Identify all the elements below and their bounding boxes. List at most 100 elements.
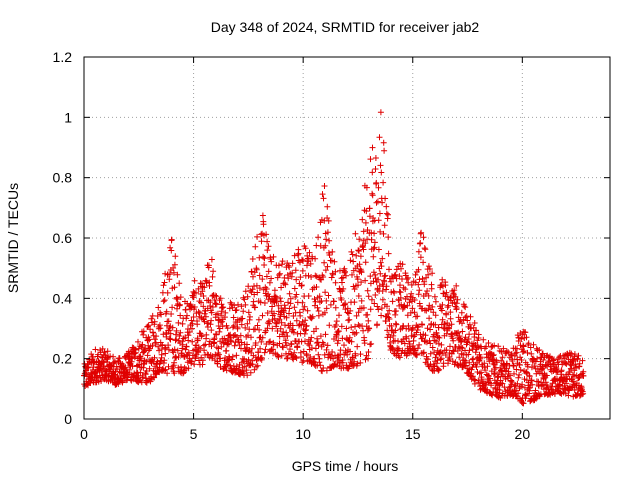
- data-point: [170, 349, 177, 356]
- data-point: [323, 297, 330, 304]
- data-point: [543, 372, 550, 379]
- data-point: [430, 362, 437, 369]
- data-point: [116, 355, 123, 362]
- data-point: [381, 273, 388, 280]
- data-point: [250, 273, 256, 280]
- data-point: [299, 299, 306, 306]
- data-point: [369, 190, 376, 197]
- data-point: [256, 272, 263, 279]
- data-point: [249, 361, 256, 368]
- data-point: [317, 333, 324, 340]
- data-point: [380, 230, 387, 237]
- data-point: [203, 331, 210, 338]
- data-point: [398, 265, 404, 272]
- data-point: [275, 354, 282, 360]
- data-point: [369, 144, 376, 151]
- data-point: [203, 278, 210, 285]
- data-point: [291, 252, 298, 259]
- data-point: [505, 368, 512, 375]
- data-point: [299, 256, 305, 263]
- data-point: [186, 350, 192, 357]
- data-point: [163, 308, 170, 315]
- data-point: [280, 307, 287, 314]
- data-point: [145, 322, 152, 329]
- data-point: [507, 372, 513, 379]
- data-point: [516, 371, 523, 378]
- data-point: [183, 343, 190, 350]
- data-point: [191, 304, 198, 310]
- data-point: [176, 333, 183, 339]
- data-point: [392, 320, 399, 327]
- data-point: [229, 353, 236, 360]
- data-point: [300, 357, 307, 364]
- data-point: [540, 365, 547, 372]
- data-point: [363, 208, 370, 215]
- data-point: [290, 313, 297, 319]
- data-point: [461, 303, 468, 310]
- data-point: [140, 328, 147, 335]
- data-point: [435, 367, 442, 374]
- data-point: [439, 301, 446, 308]
- data-point: [356, 248, 362, 254]
- data-point: [426, 315, 433, 322]
- data-point: [421, 245, 428, 252]
- data-point: [393, 308, 399, 314]
- data-point: [443, 347, 450, 354]
- data-point: [370, 278, 377, 285]
- data-point: [276, 340, 283, 347]
- data-point: [568, 362, 575, 369]
- data-point: [371, 300, 378, 307]
- data-point: [434, 357, 441, 364]
- data-point: [183, 315, 190, 322]
- data-point: [307, 354, 314, 360]
- data-point: [352, 352, 359, 359]
- data-point: [351, 299, 358, 306]
- data-point: [466, 347, 473, 354]
- data-point: [510, 362, 517, 369]
- data-point: [350, 283, 357, 290]
- data-point: [207, 321, 214, 328]
- data-point: [274, 274, 281, 281]
- data-point: [438, 341, 445, 348]
- data-point: [160, 298, 167, 305]
- data-point: [263, 286, 270, 292]
- data-point: [285, 275, 292, 282]
- data-point: [429, 270, 436, 277]
- data-point: [171, 346, 178, 353]
- data-point: [408, 290, 415, 297]
- data-point: [519, 349, 526, 355]
- data-point: [201, 347, 208, 354]
- data-point: [211, 335, 218, 342]
- data-point: [322, 331, 329, 338]
- data-point: [233, 352, 240, 359]
- data-point: [388, 278, 394, 285]
- data-point: [104, 348, 111, 355]
- data-point: [575, 352, 582, 359]
- data-point: [495, 343, 502, 350]
- data-point: [536, 347, 543, 353]
- data-point: [515, 390, 522, 397]
- data-point: [550, 357, 556, 364]
- data-point: [212, 300, 219, 307]
- data-point: [396, 354, 403, 361]
- data-point: [384, 303, 390, 310]
- data-point: [369, 192, 376, 199]
- data-point: [277, 295, 284, 302]
- data-point: [262, 346, 269, 353]
- data-point: [520, 348, 527, 354]
- data-point: [385, 250, 392, 257]
- data-point: [550, 368, 557, 374]
- data-point: [531, 363, 538, 369]
- data-point: [368, 296, 375, 303]
- data-point: [558, 367, 565, 374]
- data-point: [311, 361, 318, 368]
- data-point: [302, 338, 308, 345]
- data-point: [403, 335, 410, 342]
- data-point: [175, 319, 182, 326]
- data-point: [355, 309, 362, 316]
- data-point: [218, 343, 225, 350]
- data-point: [245, 283, 252, 290]
- data-point: [179, 345, 186, 352]
- data-point: [249, 345, 255, 352]
- data-point: [179, 320, 186, 327]
